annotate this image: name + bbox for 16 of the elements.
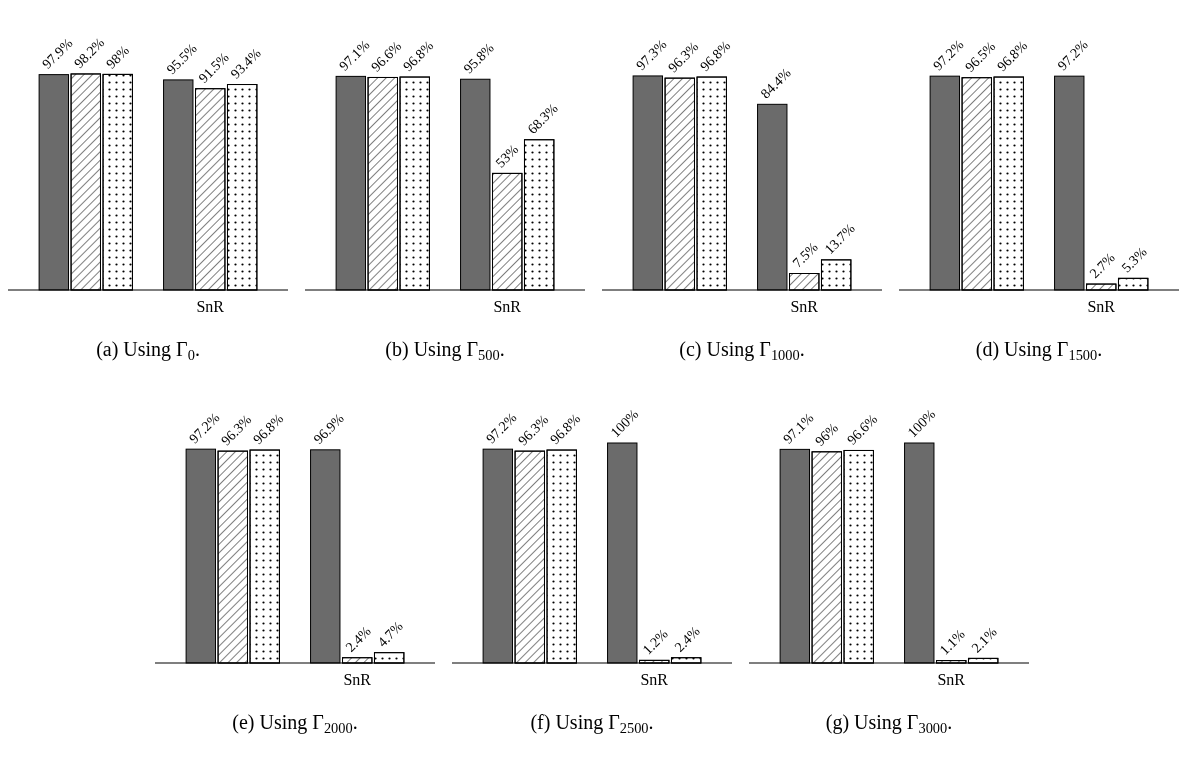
data-label: 53%	[492, 141, 522, 171]
x-tick-label: SnR	[937, 671, 966, 688]
data-label: 98%	[103, 42, 133, 72]
x-tick-label: SnR	[1087, 298, 1116, 315]
text: (e) Using Γ$_{2000}$.	[232, 711, 358, 736]
x-tick-label: SnR	[196, 298, 225, 315]
x-tick-label: SnR	[343, 671, 372, 688]
text: (c) Using Γ$_{1000}$.	[679, 338, 805, 363]
x-tick-label: SnR	[790, 298, 819, 315]
text: (b) Using Γ$_{500}$.	[385, 338, 505, 363]
text: (a) Using Γ$_{0}$.	[96, 338, 200, 363]
x-tick-label: SnR	[493, 298, 522, 315]
text: (g) Using Γ$_{3000}$.	[825, 711, 953, 736]
text: (f) Using Γ$_{2500}$.	[530, 711, 654, 736]
x-tick-label: SnR	[640, 671, 669, 688]
text: (d) Using Γ$_{1500}$.	[975, 338, 1103, 363]
